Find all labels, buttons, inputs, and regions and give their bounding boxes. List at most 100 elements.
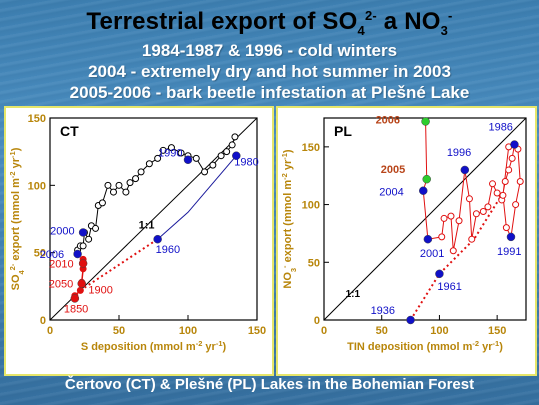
historic-point: [76, 286, 84, 294]
highlight-point: [70, 294, 80, 303]
measured-point: [499, 191, 507, 199]
highlight-point: [77, 279, 86, 288]
measured-point: [505, 166, 513, 174]
year-label: 1991: [497, 246, 521, 258]
y-tick-label: 50: [308, 257, 320, 269]
pl-panel: 0 50 100 150 0 50 100 150 1:1 2006 2005 2004 1996 198…: [276, 106, 537, 376]
x-tick-label: 150: [248, 325, 266, 337]
x-axis-label: S deposition (mmol m-2 yr-1): [81, 339, 227, 354]
highlight-point: [78, 259, 88, 268]
panel-label: CT: [60, 123, 79, 139]
measured-point: [512, 201, 520, 209]
y-tick-label: 0: [40, 315, 46, 327]
subtitle-line-2: 2004 - extremely dry and hot summer in 2…: [88, 62, 451, 81]
trend-line: [157, 155, 237, 240]
measured-series-line: [422, 121, 521, 251]
x-axis-label: TIN deposition (mmol m-2 yr-1): [347, 339, 503, 354]
measured-point: [154, 154, 162, 162]
highlight-point: [406, 315, 415, 325]
measured-point: [516, 177, 524, 185]
page-title: Terrestrial export of SO42- a NO3-: [86, 8, 453, 38]
year-label: 1996: [447, 147, 471, 159]
year-label: 2004: [379, 187, 403, 199]
measured-point: [438, 233, 446, 241]
x-tick-label: 100: [179, 325, 197, 337]
measured-point: [109, 188, 117, 196]
highlight-point: [73, 249, 82, 259]
pl-chart: 0 50 100 150 0 50 100 150 1:1 2006 2005 2004 1996 198…: [280, 114, 527, 354]
measured-point: [468, 235, 476, 243]
x-tick-label: 0: [321, 325, 327, 337]
measured-point: [104, 181, 112, 189]
measured-point: [508, 154, 516, 162]
subtitle-line-1: 1984-1987 & 1996 - cold winters: [141, 41, 398, 60]
measured-point: [177, 149, 185, 157]
year-label: 2001: [420, 248, 444, 260]
year-label: 1986: [488, 122, 512, 134]
measured-point: [231, 133, 239, 141]
highlight-point: [421, 117, 430, 126]
measured-point: [465, 195, 473, 203]
measured-point: [137, 168, 145, 176]
year-label: 2006: [376, 114, 400, 126]
measured-point: [472, 210, 480, 218]
y-tick-label: 100: [28, 180, 46, 192]
y-tick-label: 150: [28, 113, 46, 125]
highlight-point: [183, 155, 193, 164]
measured-point: [201, 168, 209, 176]
year-label: 2050: [49, 279, 73, 291]
highlight-point: [153, 234, 162, 244]
one-to-one-label: 1:1: [139, 219, 155, 231]
panel-label: PL: [334, 123, 352, 139]
measured-point: [217, 152, 225, 160]
measured-point: [79, 242, 87, 250]
y-axis-label: SO42- export (mmol m-2 yr-1): [8, 147, 26, 290]
y-tick-label: 50: [34, 248, 46, 260]
x-tick-label: 100: [430, 325, 448, 337]
highlight-point: [506, 232, 516, 242]
measured-point: [479, 207, 487, 215]
year-label: 1961: [437, 281, 461, 293]
ct-panel: 0 50 100 150 0 50 100 150 1:1 1990 1980 2000 2006 196…: [4, 106, 274, 376]
x-tick-label: 150: [488, 325, 506, 337]
historic-trend-line: [79, 238, 159, 292]
year-label: 1960: [156, 244, 180, 256]
measured-point: [126, 179, 134, 187]
measured-point: [493, 189, 501, 197]
subtitle-line-3: 2005-2006 - bark beetle infestation at P…: [69, 83, 470, 102]
one-to-one-line: [323, 117, 527, 321]
highlight-point: [78, 228, 88, 237]
measured-point: [502, 224, 510, 232]
plot-frame: [49, 117, 258, 321]
y-tick-label: 150: [302, 142, 320, 154]
highlight-point: [435, 269, 444, 279]
measured-point: [85, 235, 93, 243]
measured-point: [209, 161, 217, 169]
y-axis-label: NO3- export (mmol m-2 yr-1): [280, 149, 298, 289]
measured-point: [132, 175, 140, 183]
measured-point: [449, 247, 457, 255]
measured-point: [92, 224, 100, 232]
highlight-point: [423, 234, 433, 244]
highlight-point: [510, 140, 519, 149]
y-tick-label: 0: [314, 315, 320, 327]
historic-trend-line: [409, 192, 504, 321]
measured-point: [159, 146, 167, 154]
highlight-point: [232, 151, 241, 160]
year-label: 2005: [381, 164, 405, 176]
x-tick-label: 50: [113, 325, 125, 337]
year-label: 1980: [234, 157, 258, 169]
measured-point: [122, 188, 130, 196]
y-tick-label: 100: [302, 200, 320, 212]
highlight-point: [422, 174, 431, 184]
measured-point: [98, 199, 106, 207]
measured-point: [440, 214, 448, 222]
measured-point: [115, 181, 123, 189]
measured-series-line: [77, 136, 236, 251]
measured-point: [145, 160, 153, 168]
measured-point: [167, 144, 175, 152]
year-label: 1936: [371, 305, 395, 317]
year-label: 2000: [50, 225, 74, 237]
ct-chart: 0 50 100 150 0 50 100 150 1:1 1990 1980 2000 2006 196…: [8, 113, 267, 354]
measured-point: [489, 180, 497, 188]
